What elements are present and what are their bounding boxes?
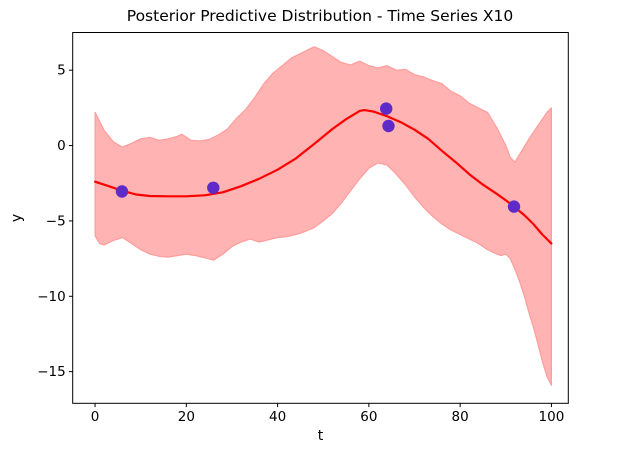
y-tick-label: −10 [37, 289, 66, 305]
x-axis-label: t [318, 428, 324, 444]
x-tick-label: 40 [269, 409, 286, 425]
observation-point [382, 119, 395, 133]
plot-area [93, 46, 553, 386]
observation-point [115, 185, 129, 198]
y-axis-label: y [9, 214, 25, 222]
observation-point [507, 200, 521, 213]
y-tick-label: −15 [37, 364, 66, 380]
observation-point [207, 181, 220, 194]
plot-border [72, 32, 569, 404]
x-tick-label: 100 [539, 409, 565, 425]
credible-interval-band [94, 46, 552, 386]
y-tick-label: −5 [46, 213, 66, 229]
observation-point [380, 102, 393, 115]
x-tick-label: 20 [178, 409, 195, 425]
y-tick-label: 5 [57, 63, 66, 79]
x-tick-label: 0 [91, 409, 100, 425]
axes: 0 20 40 60 80 100 5 0 −5 −10 −15 [37, 32, 569, 425]
posterior-mean-line [93, 108, 553, 245]
x-tick-label: 60 [360, 409, 377, 425]
y-tick-label: 0 [57, 138, 66, 154]
x-tick-label: 80 [452, 409, 469, 425]
chart-title: Posterior Predictive Distribution - Time… [127, 7, 513, 25]
